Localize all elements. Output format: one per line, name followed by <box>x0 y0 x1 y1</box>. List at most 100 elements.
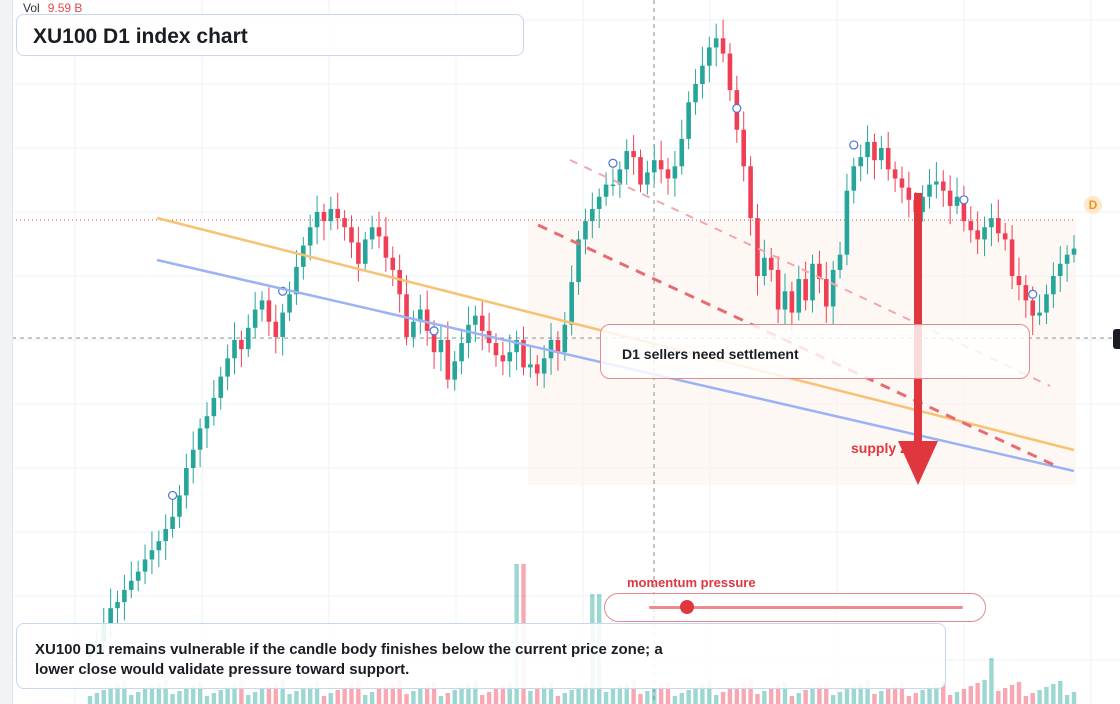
volume-bar <box>369 692 375 704</box>
candle-body <box>128 580 134 590</box>
volume-bar <box>1071 692 1077 704</box>
volume-bar <box>101 690 106 704</box>
volume-bar <box>803 690 808 704</box>
candle-body <box>328 208 334 222</box>
candle-body <box>810 263 815 301</box>
volume-bar <box>397 680 402 704</box>
volume-bar <box>376 689 382 704</box>
candle-body <box>204 416 210 429</box>
volume-bar <box>356 681 361 704</box>
event-marker <box>732 103 742 113</box>
candle-body <box>135 571 141 581</box>
candle-body <box>115 602 120 609</box>
candle-body <box>982 227 987 240</box>
momentum-slider-track <box>649 606 963 609</box>
candle-body <box>163 528 168 542</box>
volume-bar <box>996 691 1001 704</box>
volume-bar <box>445 693 451 704</box>
candle-body <box>280 312 285 337</box>
volume-bar <box>713 695 719 704</box>
candle-body <box>762 257 767 276</box>
volume-label: Vol <box>23 1 40 15</box>
candle-body <box>466 324 471 344</box>
volume-bar <box>851 686 857 704</box>
candle-body <box>459 343 464 362</box>
volume-bar <box>108 687 113 704</box>
volume-bar <box>424 685 430 704</box>
candle-body <box>500 355 506 362</box>
volume-bar <box>191 685 196 704</box>
candle-body <box>782 291 788 310</box>
volume-bar <box>252 692 258 704</box>
volume-bar <box>817 684 822 704</box>
candle-body <box>507 352 513 362</box>
volume-bar <box>1030 693 1035 704</box>
candle-body <box>349 227 354 243</box>
candle-body <box>686 102 691 139</box>
candle-body <box>748 166 753 219</box>
momentum-slider-thumb[interactable] <box>679 600 694 614</box>
volume-bar <box>658 685 664 704</box>
candle-body <box>645 172 650 185</box>
volume-bar <box>493 689 499 704</box>
volume-bar <box>438 696 444 704</box>
volume-bar <box>707 681 712 704</box>
candle-body <box>431 330 437 353</box>
candle-body <box>934 181 939 185</box>
candle-body <box>610 184 616 187</box>
candle-body <box>892 169 898 179</box>
candle-body <box>569 282 574 325</box>
candle-body <box>693 84 698 103</box>
volume-bar <box>555 696 561 704</box>
candle-body <box>555 340 561 353</box>
volume-bar <box>541 685 547 704</box>
candle-body <box>452 361 457 380</box>
candle-body <box>851 166 857 191</box>
volume-bar <box>638 694 643 704</box>
candle-body <box>534 364 540 374</box>
candle-body <box>700 65 705 84</box>
momentum-slider[interactable] <box>604 593 986 622</box>
chart-title: XU100 D1 index chart <box>33 25 248 48</box>
volume-bar <box>837 692 843 704</box>
volume-bar <box>830 695 836 704</box>
candle-body <box>438 340 444 353</box>
volume-bar <box>122 681 127 704</box>
volume-bar <box>431 682 437 704</box>
event-marker <box>429 326 439 336</box>
dashed-channel-line <box>537 223 1055 467</box>
candle-body <box>1071 248 1077 255</box>
volume-bar <box>342 687 347 704</box>
candle-body <box>727 53 733 91</box>
candle-body <box>872 141 877 161</box>
volume-bar <box>184 688 189 704</box>
candle-body <box>149 550 155 560</box>
candle-body <box>651 160 657 173</box>
annotation-box[interactable]: D1 sellers need settlement <box>600 324 1030 379</box>
candle-body <box>920 196 925 212</box>
candle-body <box>514 340 519 353</box>
volume-bar <box>266 686 272 704</box>
volume-bar <box>314 682 320 704</box>
candle-body <box>190 449 196 468</box>
timeframe-badge[interactable]: D <box>1084 196 1102 214</box>
candle-body <box>335 208 341 219</box>
volume-bar <box>617 686 623 704</box>
candle-body <box>562 324 568 353</box>
annotation-text: D1 sellers need settlement <box>622 346 799 362</box>
candle-body <box>294 266 299 295</box>
volume-bar <box>824 681 829 704</box>
volume-bar <box>535 688 540 704</box>
volume-bar <box>734 686 740 704</box>
candle-body <box>424 309 430 331</box>
candle-body <box>266 300 272 322</box>
candle-body <box>225 358 230 377</box>
candle-body <box>865 141 870 158</box>
volume-bar <box>879 691 884 704</box>
volume-bar <box>163 680 168 704</box>
candle-body <box>156 541 162 551</box>
candle-body <box>1057 263 1063 276</box>
candle-body <box>741 129 747 167</box>
candle-body <box>397 269 402 295</box>
candle-body <box>796 279 802 313</box>
